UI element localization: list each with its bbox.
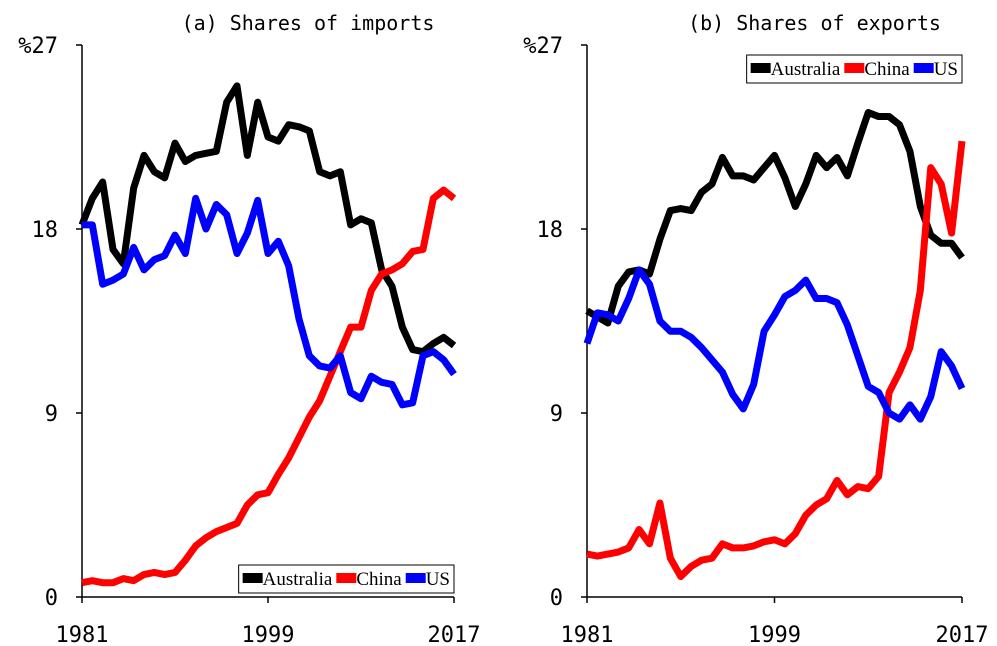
legend-swatch — [242, 573, 263, 583]
legend-swatch — [336, 573, 357, 583]
x-tick-label: 1981 — [561, 623, 614, 646]
y-tick-label: 18 — [32, 218, 59, 243]
x-tick-label: 1981 — [56, 623, 109, 646]
legend-swatch — [405, 573, 426, 583]
legend-swatch — [750, 63, 771, 73]
series-line — [81, 186, 457, 587]
legend-label: US — [934, 59, 958, 80]
y-tick-label: 0 — [45, 586, 58, 611]
legend-label: China — [356, 569, 402, 590]
legend: Australia China US — [746, 54, 963, 84]
y-tick-label: 0 — [550, 586, 563, 611]
series-line — [583, 266, 966, 423]
chart-title: (a) Shares of imports — [182, 11, 435, 35]
series-line — [78, 82, 457, 356]
x-tick-label: 2017 — [428, 623, 481, 646]
legend-label: China — [864, 59, 910, 80]
x-tick-label: 1999 — [242, 623, 295, 646]
legend-label: Australia — [771, 59, 841, 80]
y-tick-label: 18 — [537, 218, 564, 243]
legend-label: Australia — [263, 569, 333, 590]
y-tick-label: %27 — [523, 34, 563, 59]
x-tick-label: 1999 — [748, 623, 801, 646]
chart-title: (b) Shares of exports — [688, 11, 941, 35]
x-tick-label: 2017 — [936, 623, 989, 646]
series-line — [82, 194, 457, 409]
y-tick-label: 9 — [45, 402, 58, 427]
y-tick-label: %27 — [18, 34, 58, 59]
legend-label: US — [426, 569, 450, 590]
series-line — [586, 140, 966, 581]
y-tick-label: 9 — [550, 402, 563, 427]
legend-swatch — [913, 63, 934, 73]
legend-swatch — [844, 63, 865, 73]
legend: Australia China US — [238, 564, 455, 594]
series-line — [585, 108, 965, 327]
